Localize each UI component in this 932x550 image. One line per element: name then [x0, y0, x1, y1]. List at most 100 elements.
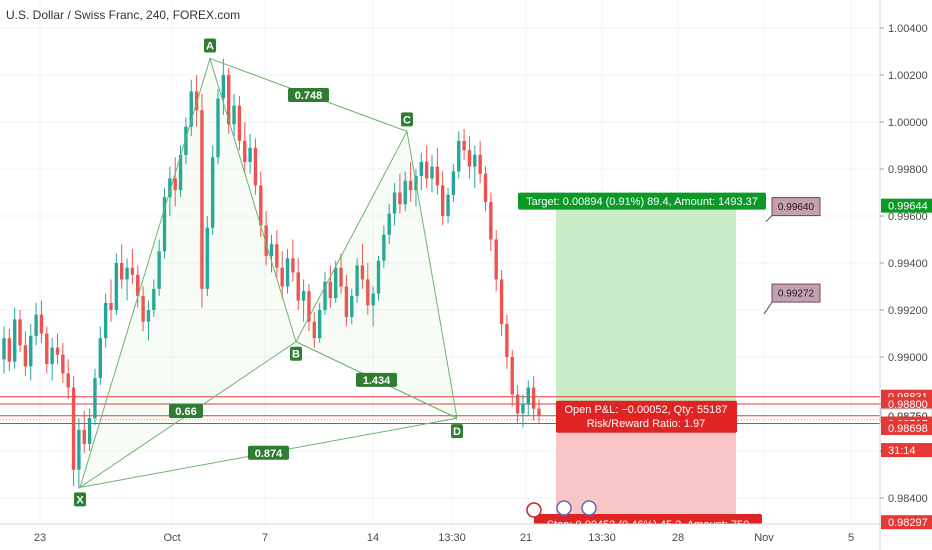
candle-body [451, 171, 456, 195]
y-tick-label: 0.99200 [888, 305, 928, 317]
candle-body [360, 265, 365, 280]
price-tag [881, 420, 932, 435]
note-text: 0.99640 [778, 202, 815, 213]
harmonic-pattern: X A B C D 0.748 1.434 0.66 0.874 [74, 38, 463, 507]
pattern-point-label: B [292, 349, 300, 361]
price-tag-label: 0.98800 [888, 399, 928, 411]
candle-body [328, 281, 333, 299]
pattern-point-badge [290, 346, 302, 361]
candle-body [120, 263, 124, 280]
candle-body [2, 338, 6, 360]
candle-body [216, 98, 220, 158]
candle-body [301, 291, 306, 301]
candle-body [243, 140, 247, 162]
chart-title: U.S. Dollar / Swiss Franc, 240, FOREX.co… [6, 8, 240, 22]
ratio-badge [356, 372, 397, 387]
ratio-label: 1.434 [363, 375, 391, 387]
candle-body [376, 260, 381, 294]
candle-body [521, 404, 525, 414]
y-tick-label: 0.99000 [888, 352, 928, 364]
candle-body [125, 267, 129, 280]
pattern-point-badge [74, 492, 86, 507]
ratio-label: 0.66 [175, 406, 196, 418]
x-tick-label: 13:30 [588, 532, 616, 544]
candle-body [467, 150, 472, 167]
candle-body [114, 263, 119, 310]
candle-body [510, 357, 514, 395]
candle-body [45, 333, 49, 365]
candle-body [307, 291, 311, 322]
candle-body [23, 345, 28, 367]
y-tick-label: 1.00400 [888, 23, 928, 35]
candle-body [435, 166, 440, 186]
candle-body [71, 387, 76, 470]
candle-body [7, 338, 12, 362]
candle-body [184, 126, 188, 155]
candle-body [66, 373, 70, 388]
candle-body [200, 110, 204, 289]
note-pointer [763, 301, 773, 315]
note-pointer [765, 215, 773, 222]
event-flag-icon[interactable] [581, 500, 597, 516]
price-tag-label: 0.98297 [888, 517, 928, 529]
candle-body [446, 194, 450, 216]
candle-body [280, 267, 284, 287]
x-tick-label: 14 [367, 532, 379, 544]
pnl-label-box [556, 400, 737, 433]
candle-body [29, 335, 33, 367]
candle-body [457, 140, 461, 172]
candle-body [317, 310, 322, 339]
candle-body [77, 429, 81, 470]
y-tick-label: 0.98400 [888, 493, 928, 505]
rr-label: Risk/Reward Ratio: 1.97 [587, 418, 706, 430]
pattern-point-badge [401, 112, 413, 127]
candle-body [194, 91, 199, 111]
candle-body [109, 302, 113, 310]
candle-body [296, 272, 300, 301]
candle-body [61, 354, 65, 374]
event-flag-icon[interactable] [556, 500, 572, 516]
x-tick-label: Oct [163, 532, 180, 544]
candle-body [264, 225, 268, 256]
candle-body [146, 310, 151, 322]
candle-body [339, 267, 343, 287]
candle-body [478, 154, 482, 174]
note-box [771, 197, 821, 217]
candle-body [537, 408, 541, 416]
candle-body [392, 192, 397, 214]
candle-body [18, 319, 22, 346]
candle-body [285, 258, 290, 287]
y-tick-label: 1.00200 [888, 70, 928, 82]
candle-body [13, 319, 17, 362]
candle-body [483, 173, 488, 202]
ratio-label: 0.874 [255, 448, 283, 460]
event-flag-icon[interactable] [526, 502, 542, 518]
candle-body [473, 154, 477, 167]
candle-body [291, 258, 295, 273]
pnl-label: Open P&L: −0.00052, Qty: 55187 [565, 404, 728, 416]
candle-body [162, 197, 167, 252]
pattern-point-label: X [76, 494, 84, 506]
candle-body [210, 157, 215, 228]
x-tick-label: 21 [520, 532, 532, 544]
candle-body [350, 295, 354, 318]
pattern-point-badge [204, 38, 216, 53]
candle-body [408, 180, 413, 191]
ratio-badge [288, 87, 329, 102]
candle-body [82, 429, 86, 444]
price-tag [881, 397, 932, 411]
candle-body [130, 267, 135, 275]
y-tick-label: 0.99400 [888, 258, 928, 270]
stop-label-box [534, 514, 762, 524]
note-text: 0.99272 [778, 289, 815, 300]
pattern-point-label: D [453, 426, 461, 438]
candles [2, 58, 541, 489]
price-tag-label: 31:14 [888, 445, 916, 457]
candle-body [259, 185, 263, 226]
candle-body [505, 324, 509, 357]
candle-body [489, 201, 493, 240]
candle-body [441, 185, 445, 216]
price-tag [881, 515, 932, 530]
candle-body [430, 166, 434, 179]
